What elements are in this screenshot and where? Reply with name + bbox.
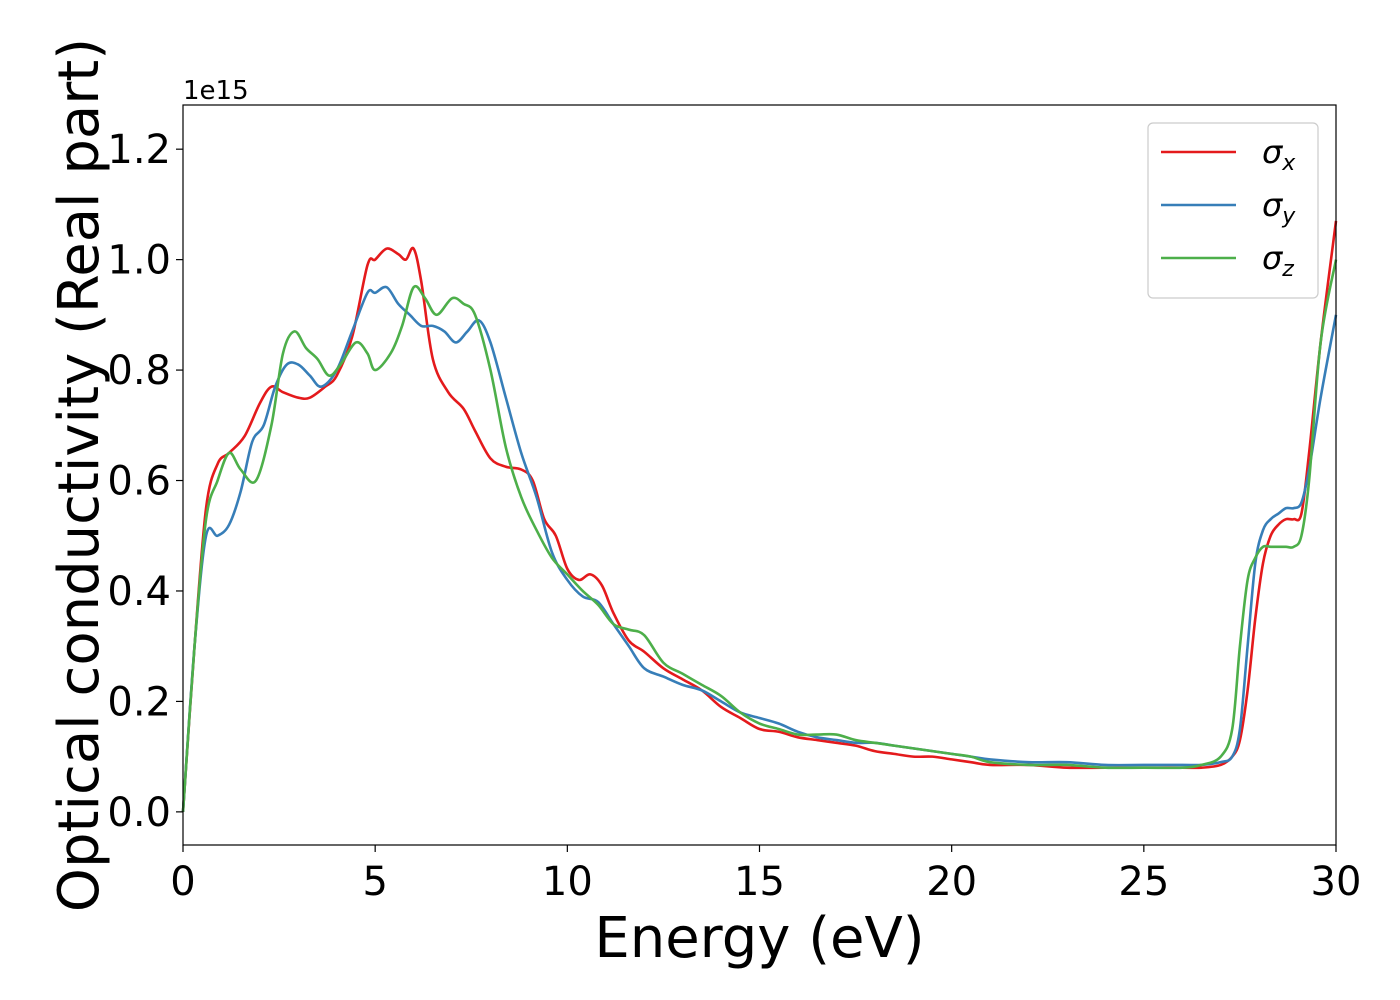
y-tick-label: 1.2	[107, 127, 171, 173]
y-axis-label: Optical conductivity (Real part)	[47, 38, 112, 912]
x-tick-label: 10	[542, 859, 593, 905]
y-tick-label: 0.8	[107, 348, 171, 394]
x-tick-label: 20	[926, 859, 977, 905]
y-tick-label: 0.2	[107, 679, 171, 725]
x-axis: 0 5 10 15 20 25 30	[170, 845, 1361, 905]
legend: σx σy σz	[1147, 122, 1319, 299]
legend-box	[1147, 122, 1319, 299]
x-axis-label: Energy (eV)	[594, 906, 924, 971]
series-line-z	[181, 259, 1338, 812]
series-layer	[181, 220, 1338, 812]
legend-label-y: σy	[1262, 186, 1296, 229]
y-axis-offset-label: 1e15	[183, 76, 249, 106]
y-tick-label: 0.6	[107, 459, 171, 505]
series-line-y	[181, 285, 1338, 812]
x-tick-label: 15	[734, 859, 785, 905]
x-tick-label: 0	[170, 859, 195, 905]
y-tick-label: 0.0	[107, 790, 171, 836]
y-tick-label: 0.4	[107, 569, 171, 615]
legend-label-x: σx	[1262, 133, 1296, 176]
x-tick-label: 5	[362, 859, 387, 905]
x-tick-label: 25	[1118, 859, 1169, 905]
legend-label-z: σz	[1262, 239, 1294, 282]
y-axis: 0.0 0.2 0.4 0.6 0.8 1.0 1.2	[107, 127, 183, 836]
y-tick-label: 1.0	[107, 238, 171, 284]
x-tick-label: 30	[1311, 859, 1362, 905]
